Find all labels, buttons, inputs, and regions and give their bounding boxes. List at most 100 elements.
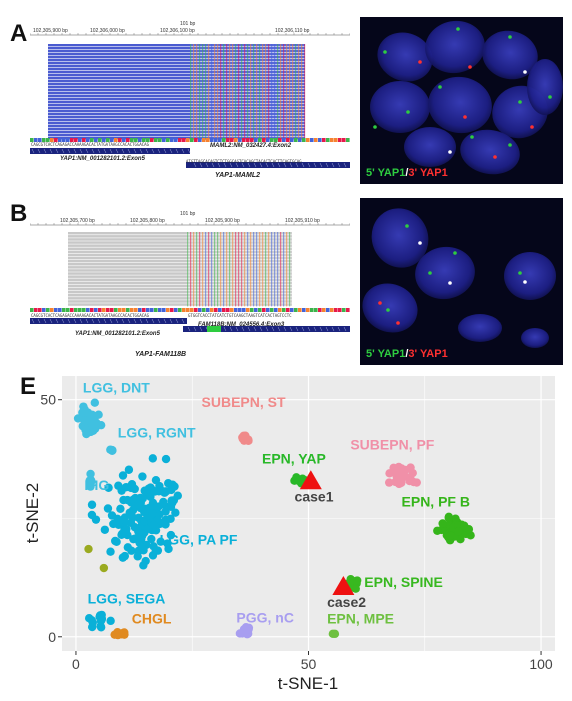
- read-segment: [187, 250, 292, 254]
- read-segment: [187, 253, 292, 257]
- igv-scale-label: 101 bp: [180, 211, 196, 217]
- mismatch-column: [265, 232, 267, 307]
- read-segment: [68, 259, 187, 263]
- sequence-base: [62, 308, 66, 312]
- scatter-point: [127, 546, 136, 555]
- sequence-base: [166, 308, 170, 312]
- sequence-base: [114, 138, 118, 142]
- sequence-base: [106, 308, 110, 312]
- gene-track-arrow: [307, 162, 311, 168]
- sequence-base: [274, 138, 278, 142]
- cluster-points: [106, 445, 117, 456]
- y-tick-label: 50: [40, 392, 56, 408]
- sequence-base: [298, 138, 302, 142]
- gene-track-arrow: [37, 318, 41, 324]
- gene-track-arrow: [85, 318, 89, 324]
- sequence-base: [66, 308, 70, 312]
- y-tick-label: 0: [48, 629, 56, 645]
- read-segment: [68, 244, 187, 247]
- read-segment: [48, 119, 190, 122]
- read-segment: [48, 62, 190, 65]
- scatter-point: [86, 469, 95, 479]
- panel-letter-b: B: [10, 200, 28, 227]
- igv-panel-b: 101 bp 102,305,700 bp 102,305,800 bp 102…: [29, 210, 351, 340]
- scatter-point: [139, 561, 148, 570]
- read-segment: [68, 294, 187, 297]
- gene-track-arrow: [55, 318, 59, 324]
- read-segment: [68, 290, 187, 294]
- fish-signal: [518, 271, 522, 275]
- read-segment: [48, 125, 190, 128]
- sequence-base: [78, 138, 82, 142]
- read-segment: [187, 247, 292, 250]
- sequence-base: [202, 308, 206, 312]
- mismatch-column: [289, 232, 291, 307]
- gene-track-arrow: [187, 326, 191, 332]
- sequence-base: [170, 308, 174, 312]
- sequence-base: [102, 308, 106, 312]
- fish-signal: [428, 271, 432, 275]
- fish-signal: [386, 308, 390, 312]
- sequence-base: [74, 308, 78, 312]
- read-segment: [68, 256, 187, 260]
- sequence-base: [130, 138, 134, 142]
- scatter-point: [159, 497, 168, 507]
- sequence-base: [50, 308, 54, 312]
- gene-track-arrow: [199, 326, 203, 332]
- gene-track-arrow: [43, 148, 47, 154]
- gene-track-arrow: [271, 326, 275, 332]
- mismatch-column: [187, 232, 189, 307]
- sequence-base: [86, 138, 90, 142]
- scatter-point: [96, 621, 105, 631]
- scatter-point: [73, 414, 83, 423]
- read-segment: [68, 303, 187, 306]
- sequence-base: [214, 138, 218, 142]
- read-segment: [68, 253, 187, 257]
- mismatch-columns: [187, 232, 291, 307]
- mismatch-column: [250, 44, 252, 140]
- gene-track-arrow: [313, 326, 317, 332]
- gene-track-arrow: [145, 318, 149, 324]
- mismatch-column: [214, 44, 216, 140]
- fish-probe-legend: 5' YAP1/3' YAP1: [366, 348, 448, 360]
- mismatch-column: [265, 44, 267, 140]
- gene-track-arrow: [319, 326, 323, 332]
- cluster-points: [433, 512, 475, 545]
- gene-track-arrow: [133, 148, 137, 154]
- mismatch-column: [205, 232, 207, 307]
- gene-track-arrow: [289, 326, 293, 332]
- read-segment: [68, 281, 187, 285]
- sequence-base: [154, 308, 158, 312]
- cell-nucleus: [415, 246, 475, 300]
- sequence-base: [46, 138, 50, 142]
- scatter-point: [86, 482, 95, 491]
- sequence-base: [326, 138, 330, 142]
- gene-track-arrow: [79, 148, 83, 154]
- gene-track-arrow: [139, 318, 143, 324]
- sequence-base: [54, 138, 58, 142]
- mismatch-column: [298, 44, 300, 140]
- mismatch-column: [223, 232, 225, 307]
- sequence-base: [310, 308, 314, 312]
- gene-track-arrow: [67, 318, 71, 324]
- read-segment: [48, 44, 190, 47]
- mismatch-column: [205, 44, 207, 140]
- cell-nucleus: [370, 81, 430, 133]
- gene-track-arrow: [301, 162, 305, 168]
- read-segment: [48, 107, 190, 110]
- gene-track-arrow: [97, 318, 101, 324]
- gene-track-arrow: [253, 326, 257, 332]
- gene-track-arrow: [283, 162, 287, 168]
- sequence-base: [198, 308, 202, 312]
- read-segment: [187, 290, 292, 294]
- mismatch-column: [283, 44, 285, 140]
- mismatch-column: [220, 44, 222, 140]
- cluster-points: [235, 623, 254, 639]
- fish-signal: [418, 60, 422, 64]
- gene-track-arrow: [337, 162, 341, 168]
- mismatch-column: [244, 232, 246, 307]
- scatter-point: [135, 533, 144, 542]
- sequence-base: [254, 138, 258, 142]
- read-segment: [48, 113, 190, 116]
- gene-track-arrow: [61, 148, 65, 154]
